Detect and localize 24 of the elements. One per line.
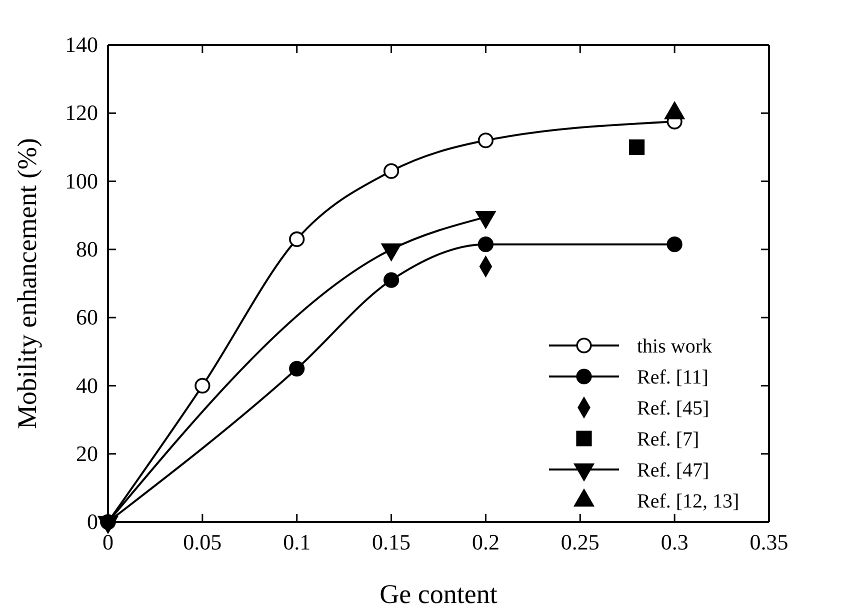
y-axis-title: Mobility enhancement (%) (12, 138, 42, 429)
legend-label: Ref. [47] (637, 460, 710, 482)
y-tick-label: 60 (76, 304, 98, 330)
y-tick-label: 0 (87, 509, 98, 534)
y-tick-label: 100 (65, 168, 98, 194)
y-tick-label: 20 (76, 440, 98, 466)
legend-label: Ref. [12, 13] (637, 490, 740, 512)
x-tick-label: 0.25 (560, 530, 600, 555)
x-axis-title: Ge content (380, 579, 498, 609)
y-tick-label: 80 (76, 236, 98, 262)
legend-label: Ref. [45] (637, 398, 710, 420)
legend-label: Ref. [11] (637, 366, 708, 388)
x-tick-label: 0.35 (750, 530, 788, 555)
x-tick-label: 0.1 (283, 530, 311, 555)
y-tick-label: 140 (65, 32, 98, 58)
x-tick-label: 0.15 (372, 530, 411, 555)
x-tick-label: 0.3 (660, 530, 688, 555)
y-tick-label: 40 (76, 372, 98, 398)
x-tick-label: 0.2 (472, 530, 500, 555)
y-tick-label: 120 (65, 100, 98, 126)
x-tick-label: 0 (102, 530, 114, 555)
x-tick-label: 0.05 (183, 530, 222, 555)
legend-label: this work (637, 336, 712, 358)
legend-label: Ref. [7] (637, 428, 700, 450)
